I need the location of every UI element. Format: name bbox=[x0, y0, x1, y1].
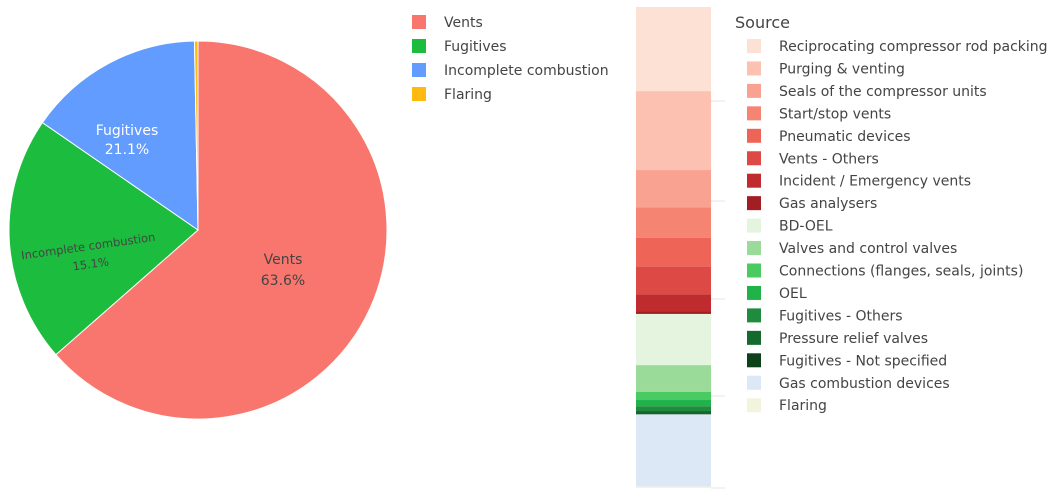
bar-segment-oel bbox=[636, 400, 711, 407]
source-legend-swatch-seals-of-the-compressor-units bbox=[747, 83, 761, 98]
source-legend-title: Source bbox=[735, 13, 790, 32]
pie-label-fugitives: Fugitives 21.1% bbox=[96, 123, 159, 158]
pie-legend-label-flaring: Flaring bbox=[444, 87, 492, 103]
bar-segment-start-stop-vents bbox=[636, 207, 711, 238]
pie-slice-fugitives bbox=[8, 121, 199, 356]
source-legend-label-pressure-relief-valves: Pressure relief valves bbox=[779, 331, 928, 347]
source-legend-swatch-reciprocating-compressor-rod-packing bbox=[747, 39, 761, 53]
source-legend-swatch-pneumatic-devices bbox=[747, 128, 761, 143]
bar-segment-pressure-relief-valves bbox=[636, 411, 711, 414]
pie-slice-vents bbox=[55, 40, 388, 420]
stacked-bar-chart bbox=[636, 7, 725, 489]
bar-segment-incident-emergency-vents bbox=[636, 294, 711, 312]
pie-label-name-vents: Vents bbox=[264, 252, 303, 268]
source-legend-label-fugitives-others: Fugitives - Others bbox=[779, 308, 903, 324]
source-legend-label-purging-venting: Purging & venting bbox=[779, 61, 905, 77]
bar-segment-fugitives-others bbox=[636, 406, 711, 412]
pie-legend-swatch-incomplete-combustion bbox=[412, 63, 426, 77]
pie-slice-flaring bbox=[193, 40, 199, 231]
pie-label-percent-incomplete-combustion: 15.1% bbox=[72, 254, 110, 273]
source-legend-swatch-purging-venting bbox=[747, 61, 761, 76]
bar-segment-gas-analysers bbox=[636, 311, 711, 314]
bar-segment-seals-of-the-compressor-units bbox=[636, 170, 711, 208]
source-legend-swatch-valves-and-control-valves bbox=[747, 241, 761, 256]
source-legend-swatch-flaring bbox=[747, 398, 761, 413]
pie-legend-swatch-fugitives bbox=[412, 39, 426, 53]
source-legend-label-connections-flanges-seals-joints: Connections (flanges, seals, joints) bbox=[779, 264, 1023, 280]
source-legend-swatch-gas-combustion-devices bbox=[747, 375, 761, 390]
pie-legend: Vents Fugitives Incomplete combustion Flari… bbox=[412, 15, 609, 103]
source-legend-label-incident-emergency-vents: Incident / Emergency vents bbox=[779, 174, 971, 190]
bar-segment-reciprocating-compressor-rod-packing bbox=[636, 7, 711, 92]
source-legend-swatch-oel bbox=[747, 285, 761, 300]
source-legend-label-gas-combustion-devices: Gas combustion devices bbox=[779, 376, 950, 392]
source-legend-label-start-stop-vents: Start/stop vents bbox=[779, 106, 891, 122]
bar-segment-gas-combustion-devices bbox=[636, 414, 711, 487]
pie-legend-swatch-flaring bbox=[412, 87, 426, 101]
source-legend-swatch-connections-flanges-seals-joints bbox=[747, 263, 761, 278]
source-legend-label-seals-of-the-compressor-units: Seals of the compressor units bbox=[779, 84, 987, 100]
source-legend-label-oel: OEL bbox=[779, 286, 807, 302]
source-legend-label-gas-analysers: Gas analysers bbox=[779, 196, 877, 212]
pie-label-name-fugitives: Fugitives bbox=[96, 123, 159, 139]
source-legend-label-flaring: Flaring bbox=[779, 398, 827, 414]
bar-segment-valves-and-control-valves bbox=[636, 365, 711, 392]
source-legend-label-valves-and-control-valves: Valves and control valves bbox=[779, 241, 957, 257]
pie-legend-label-incomplete-combustion: Incomplete combustion bbox=[444, 63, 609, 79]
pie-slice-incomplete-combustion bbox=[41, 40, 199, 231]
source-legend-swatch-pressure-relief-valves bbox=[747, 330, 761, 345]
source-legend-swatch-bd-oel bbox=[747, 218, 761, 233]
pie-legend-swatch-vents bbox=[412, 15, 426, 29]
pie-legend-label-fugitives: Fugitives bbox=[444, 39, 507, 55]
source-legend-label-reciprocating-compressor-rod-packing: Reciprocating compressor rod packing bbox=[779, 39, 1048, 55]
bar-segment-flaring bbox=[636, 486, 711, 488]
pie-label-vents: Vents 63.6% bbox=[261, 252, 305, 289]
pie-legend-label-vents: Vents bbox=[444, 15, 483, 31]
source-legend-swatch-gas-analysers bbox=[747, 196, 761, 211]
source-legend-label-vents-others: Vents - Others bbox=[779, 151, 879, 167]
source-legend-swatch-fugitives-others bbox=[747, 308, 761, 323]
source-legend-swatch-start-stop-vents bbox=[747, 106, 761, 121]
pie-label-percent-vents: 63.6% bbox=[261, 273, 305, 289]
source-legend-swatch-fugitives-not-specified bbox=[747, 353, 761, 368]
bar-segment-connections-flanges-seals-joints bbox=[636, 391, 711, 401]
bar-segment-pneumatic-devices bbox=[636, 237, 711, 267]
source-legend-swatch-vents-others bbox=[747, 151, 761, 166]
bar-segment-fugitives-not-specified bbox=[636, 413, 711, 415]
bar-segment-purging-venting bbox=[636, 91, 711, 171]
source-legend-label-pneumatic-devices: Pneumatic devices bbox=[779, 129, 911, 145]
source-legend-swatch-incident-emergency-vents bbox=[747, 173, 761, 188]
source-legend: Source Reciprocating compressor rod pack… bbox=[735, 13, 1048, 414]
bar-segment-vents-others bbox=[636, 266, 711, 295]
pie-label-percent-fugitives: 21.1% bbox=[105, 142, 149, 158]
source-legend-label-bd-oel: BD-OEL bbox=[779, 219, 833, 235]
bar-segment-bd-oel bbox=[636, 313, 711, 366]
source-legend-label-fugitives-not-specified: Fugitives - Not specified bbox=[779, 353, 947, 369]
